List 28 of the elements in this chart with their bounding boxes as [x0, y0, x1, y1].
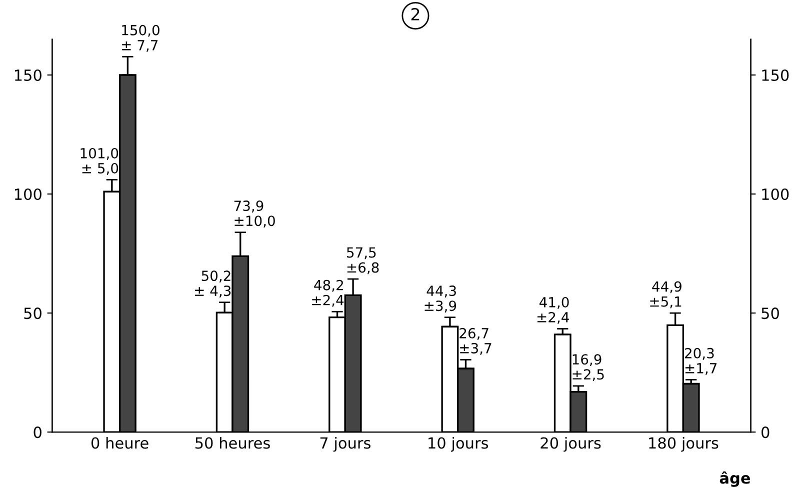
x-tick-label: 10 jours: [428, 436, 488, 452]
x-tick-label: 0 heure: [91, 436, 148, 449]
y-tick-label: 50: [24, 308, 42, 320]
y-tick-label: 0: [34, 426, 42, 438]
y-tick-label: 100: [14, 188, 42, 200]
data-label: 73,9 ±10,0: [234, 200, 275, 228]
x-tick-label: 7 jours: [320, 436, 370, 452]
y2-tick-label: 0: [762, 426, 770, 438]
y2-tick-label: 150: [762, 69, 789, 82]
data-label: 150,0 ± 7,7: [122, 24, 160, 52]
data-label: 20,3 ±1,7: [685, 348, 717, 375]
x-tick-label: 180 jours: [649, 436, 718, 452]
data-label: 41,0 ±2,4: [537, 296, 569, 324]
data-label: 57,5 ±6,8: [347, 247, 379, 274]
chart-title: 2: [411, 8, 420, 20]
x-axis-title: âge: [720, 471, 750, 487]
x-tick-label: 50 heures: [195, 436, 270, 449]
data-label: 50,2 ± 4,3: [195, 270, 231, 298]
x-tick-label: 20 jours: [540, 436, 601, 452]
data-label: 26,7 ±3,7: [460, 328, 492, 355]
data-label: 44,9 ±5,1: [650, 281, 682, 308]
y2-tick-label: 50: [762, 308, 779, 320]
y2-tick-label: 100: [762, 188, 789, 200]
data-label: 48,2 ±2,4: [312, 280, 344, 307]
y-tick-label: 150: [14, 69, 42, 82]
data-label: 101,0 ± 5,0: [80, 148, 118, 175]
data-label: 16,9 ±2,5: [572, 354, 604, 382]
data-label: 44,3 ±3,9: [424, 286, 456, 312]
